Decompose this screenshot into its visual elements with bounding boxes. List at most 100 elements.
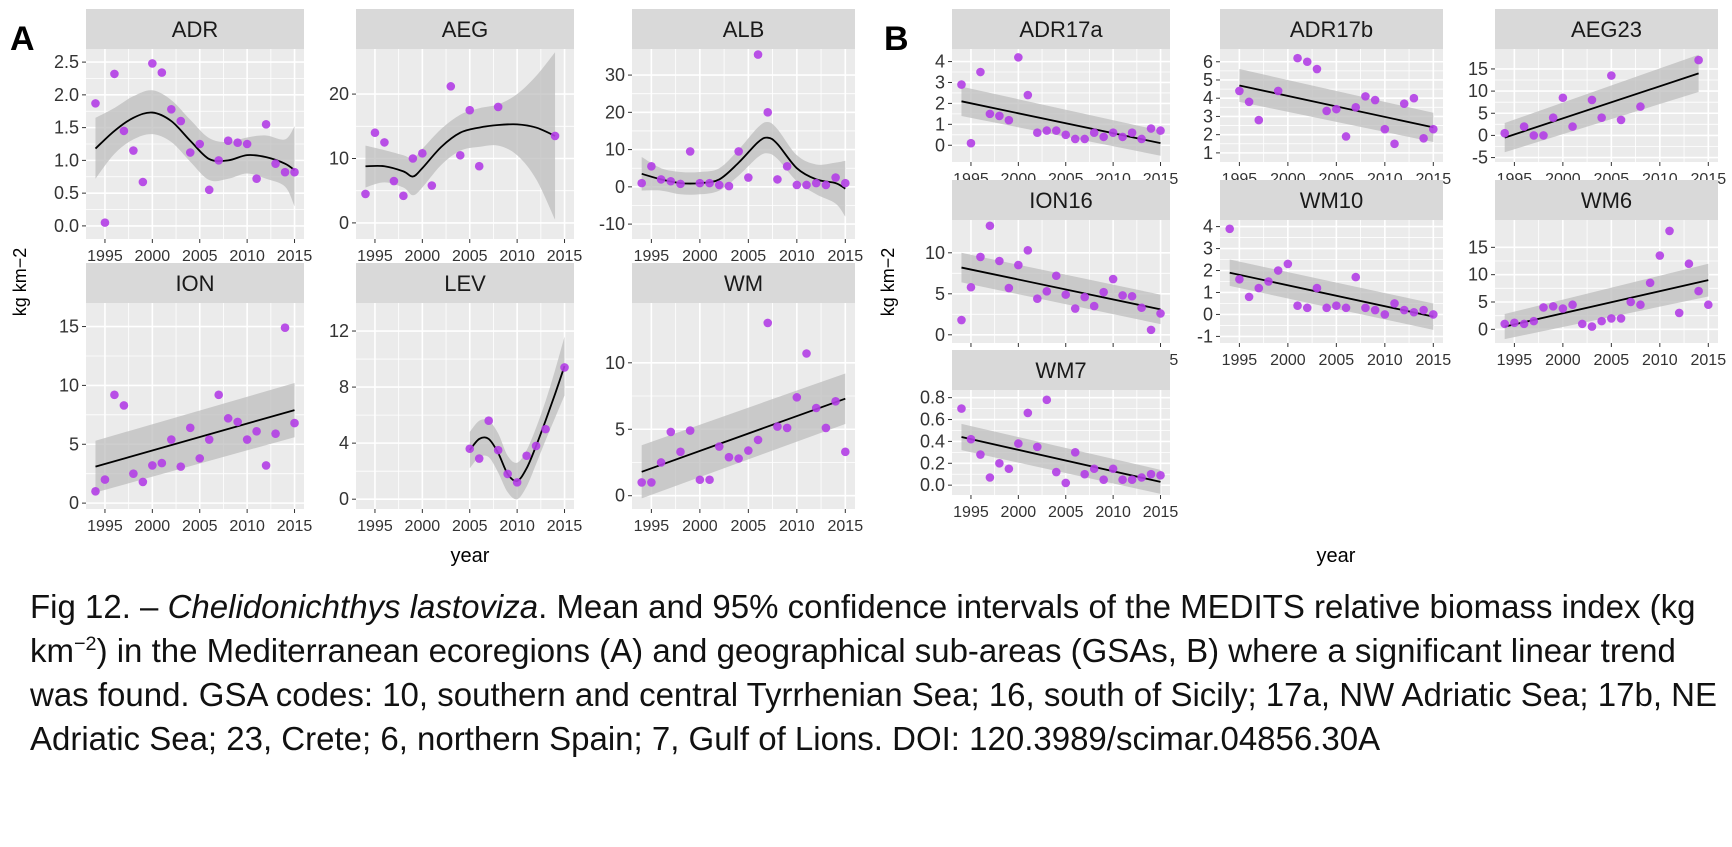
data-point — [242, 435, 252, 444]
trend-line — [961, 266, 1161, 311]
data-point — [1548, 302, 1558, 311]
y-tick-label: 0 — [339, 489, 349, 509]
data-point — [1156, 126, 1165, 135]
x-tick-label: 1995 — [634, 518, 670, 535]
data-point — [1118, 291, 1127, 300]
y-tick-label: 0 — [1478, 319, 1488, 339]
data-point — [1023, 90, 1033, 100]
data-point — [100, 218, 110, 227]
data-point — [242, 139, 252, 149]
data-point — [1370, 95, 1380, 105]
figure-caption: Fig 12. – Chelidonichthys lastoviza. Mea… — [30, 585, 1720, 761]
data-point — [560, 363, 569, 372]
data-point — [1607, 314, 1616, 323]
y-tick-label: 10 — [605, 140, 625, 160]
x-tick-label: 2000 — [1545, 352, 1581, 369]
data-point — [656, 458, 666, 467]
data-point — [446, 82, 456, 91]
x-tick-label: 2010 — [1095, 504, 1131, 521]
y-tick-label: 0.6 — [920, 410, 945, 430]
x-tick-label: 1995 — [87, 518, 123, 535]
x-tick-label: 2005 — [452, 518, 488, 535]
y-tick-label: 0 — [935, 325, 945, 345]
data-point — [503, 469, 512, 479]
data-point — [1137, 303, 1146, 313]
y-tick-label: 0 — [615, 177, 625, 197]
facet-title: LEV — [444, 271, 486, 296]
data-point — [1351, 272, 1361, 282]
x-axis-title-b: year — [1317, 545, 1356, 567]
data-point — [695, 475, 705, 485]
data-point — [1070, 304, 1080, 313]
data-point — [1500, 319, 1509, 329]
data-point — [1548, 113, 1558, 122]
data-point — [1568, 122, 1577, 131]
data-point — [129, 469, 138, 478]
data-point — [1127, 475, 1137, 484]
data-point — [138, 177, 148, 187]
facet-strip — [952, 180, 1170, 220]
data-point — [802, 349, 811, 358]
data-point — [995, 256, 1004, 266]
data-point — [185, 423, 195, 433]
y-tick-label: 15 — [1468, 237, 1488, 257]
data-point — [1108, 274, 1118, 284]
data-point — [995, 458, 1004, 468]
data-point — [512, 478, 522, 487]
data-point — [1089, 301, 1099, 311]
y-tick-label: 5 — [935, 284, 945, 304]
data-point — [666, 427, 676, 437]
data-point — [484, 416, 493, 426]
data-point — [100, 475, 110, 484]
data-point — [214, 390, 223, 400]
y-tick-label: 10 — [1468, 265, 1488, 285]
confidence-ribbon — [365, 52, 556, 220]
facet-strip — [952, 350, 1170, 390]
x-tick-label: 2015 — [1691, 352, 1727, 369]
data-point — [1636, 300, 1645, 310]
x-tick-label: 1995 — [1222, 352, 1258, 369]
facet-wm6: WM6 1995 2000 2005 2010 2015 0 5 10 15 — [1468, 180, 1726, 369]
data-point — [1361, 303, 1370, 313]
plot-background — [356, 303, 574, 509]
data-point — [985, 109, 995, 119]
data-point — [666, 176, 676, 186]
facet-strip — [1220, 180, 1443, 220]
data-point — [744, 446, 753, 455]
y-tick-label: 1 — [1203, 282, 1213, 302]
facet-strip — [1495, 180, 1718, 220]
data-point — [204, 435, 214, 444]
y-tick-label: 4 — [339, 433, 349, 453]
data-point — [685, 426, 695, 435]
data-point — [148, 461, 157, 470]
facet-title: AEG — [442, 17, 488, 42]
facet-strip — [356, 263, 574, 303]
data-point — [976, 450, 985, 459]
x-tick-label: 2015 — [1143, 504, 1179, 521]
x-tick-label: 2000 — [135, 518, 171, 535]
data-point — [1558, 304, 1568, 313]
y-tick-label: 2.0 — [54, 85, 79, 105]
data-point — [763, 108, 773, 117]
confidence-ribbon — [641, 121, 846, 217]
facet-title: ADR17b — [1290, 17, 1373, 42]
x-tick-label: 2010 — [1642, 352, 1678, 369]
data-point — [138, 477, 148, 487]
data-point — [1341, 132, 1351, 141]
data-point — [223, 414, 233, 423]
data-point — [91, 99, 100, 108]
facet-wm7: WM7 1995 2000 2005 2010 2015 0.00.20.40.60.8 — [920, 350, 1178, 521]
data-point — [261, 120, 271, 129]
y-tick-label: 5 — [1478, 292, 1488, 312]
data-point — [493, 445, 503, 455]
trend-line — [641, 397, 846, 473]
data-point — [1137, 473, 1146, 482]
x-tick-label: 2015 — [547, 518, 583, 535]
data-point — [290, 418, 299, 428]
data-point — [811, 403, 821, 413]
facet-title: WM10 — [1300, 188, 1364, 213]
caption-text-2: ) in the Mediterranean ecoregions (A) an… — [30, 632, 1718, 757]
data-point — [465, 105, 475, 115]
x-tick-label: 2000 — [682, 518, 718, 535]
